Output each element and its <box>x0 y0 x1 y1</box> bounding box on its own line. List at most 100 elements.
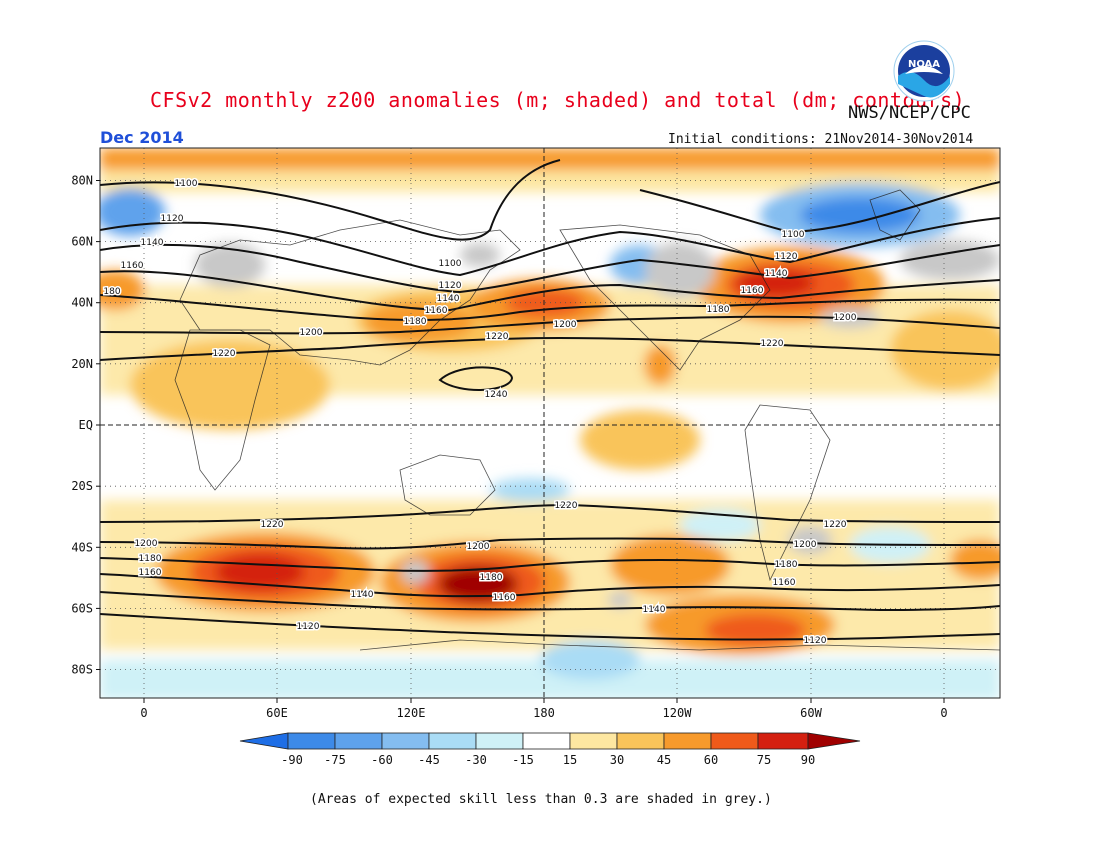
contour-label: 1120 <box>439 281 462 291</box>
contour-label: 1120 <box>297 622 320 632</box>
lat-tick-label: 20S <box>71 479 93 493</box>
lon-tick-label: 60W <box>800 706 822 720</box>
contour-1120-south <box>100 613 1000 641</box>
contour-label: 1220 <box>824 520 847 530</box>
contour-label: 1160 <box>773 578 796 588</box>
noaa-logo-text: NOAA <box>908 59 940 70</box>
colorbar-tick-label: -15 <box>512 753 534 767</box>
colorbar-tick-label: 60 <box>704 753 718 767</box>
initial-conditions-label: Initial conditions: 21Nov2014-30Nov2014 <box>668 132 974 147</box>
colorbar-tick-label: 15 <box>563 753 577 767</box>
contour-label: 1180 <box>404 317 427 327</box>
contour-label: 1160 <box>493 593 516 603</box>
noaa-logo: NOAA <box>893 40 955 102</box>
contour-label: 1220 <box>555 501 578 511</box>
contour-1100-eastern <box>100 159 561 241</box>
contour-label: 1200 <box>467 542 490 552</box>
contour-1140-south <box>100 591 1000 612</box>
contour-1200-south <box>100 537 1000 550</box>
coastlines <box>174 189 1000 651</box>
contour-label: 1120 <box>161 214 184 224</box>
contour-label: 1140 <box>351 590 374 600</box>
lon-tick-label: 0 <box>140 706 147 720</box>
colorbar-tick-labels: -90 -75 -60 -45 -30 -15 15 30 45 60 75 9… <box>281 753 815 767</box>
contour-1160-south <box>100 573 1000 598</box>
shaded-anomalies: 1100 1120 1140 1160 180 1100 1120 1140 1… <box>100 148 1000 698</box>
lon-tick-label: 120W <box>663 706 693 720</box>
colorbar-cell <box>522 732 571 750</box>
lat-tick-label: 80S <box>71 663 93 677</box>
colorbar-tick-label: -60 <box>371 753 393 767</box>
contour-1160 <box>100 270 1000 312</box>
colorbar-tick-label: -30 <box>465 753 487 767</box>
colorbar-tick-label: -45 <box>418 753 440 767</box>
contour-1180-south <box>100 557 1000 572</box>
contour-1220 <box>100 336 1000 361</box>
colorbar-cell <box>663 732 712 750</box>
contour-labels: 1100 1120 1140 1160 180 1100 1120 1140 1… <box>102 178 858 648</box>
contour-label: 1100 <box>782 230 805 240</box>
lat-tick-label: EQ <box>79 418 93 432</box>
colorbar-cell <box>334 732 383 750</box>
contour-label: 1180 <box>139 554 162 564</box>
lat-tick-label: 60S <box>71 601 93 615</box>
contour-label: 1180 <box>480 573 503 583</box>
contour-label: 1200 <box>554 320 577 330</box>
contour-1100-western <box>639 181 1000 234</box>
colorbar-tick-label: 75 <box>757 753 771 767</box>
contour-label: 1140 <box>141 238 164 248</box>
contour-1120 <box>100 217 1000 277</box>
contour-label: 1120 <box>804 636 827 646</box>
contour-label: 1160 <box>741 286 764 296</box>
contour-label: 1200 <box>834 313 857 323</box>
colorbar-cell <box>381 732 430 750</box>
lat-tick-label: 80N <box>71 174 93 188</box>
contour-label: 1160 <box>139 568 162 578</box>
lon-tick-label: 180 <box>533 706 555 720</box>
contour-label: 1220 <box>486 332 509 342</box>
contour-label: 1140 <box>643 605 666 615</box>
contour-1220-south <box>100 503 1000 523</box>
lat-tick-label: 40N <box>71 296 93 310</box>
colorbar-cell <box>757 732 809 750</box>
contour-label: 1140 <box>765 269 788 279</box>
colorbar-cell <box>475 732 524 750</box>
colorbar-cell <box>287 732 336 750</box>
contour-label: 1220 <box>261 520 284 530</box>
contour-label: 1180 <box>775 560 798 570</box>
lon-tick-label: 120E <box>397 706 426 720</box>
contour-label: 1100 <box>175 179 198 189</box>
valid-month-label: Dec 2014 <box>100 128 184 147</box>
colorbar-cell <box>807 732 861 750</box>
longitude-axis: 0 60E 120E 180 120W 60W 0 <box>140 706 947 720</box>
colorbar-tick-label: -90 <box>281 753 303 767</box>
lon-tick-label: 0 <box>940 706 947 720</box>
lon-tick-label: 60E <box>266 706 288 720</box>
contour-1200 <box>100 315 1000 335</box>
colorbar-cell <box>239 732 289 750</box>
contour-label: 180 <box>103 287 120 297</box>
contour-1180 <box>100 294 1000 321</box>
map-border <box>99 147 1001 699</box>
contour-label: 1100 <box>439 259 462 269</box>
agency-label: NWS/NCEP/CPC <box>848 103 971 123</box>
longitude-ticks <box>143 698 945 703</box>
contour-label: 1220 <box>761 339 784 349</box>
lat-tick-label: 60N <box>71 235 93 249</box>
contour-label: 1200 <box>794 540 817 550</box>
contour-label: 1140 <box>437 294 460 304</box>
contour-1140 <box>100 243 1000 294</box>
colorbar-cell <box>428 732 477 750</box>
contour-label: 1200 <box>300 328 323 338</box>
colorbar: -90 -75 -60 -45 -30 -15 15 30 45 60 75 9… <box>239 732 861 767</box>
contour-label: 1120 <box>775 252 798 262</box>
contour-label: 1240 <box>485 390 508 400</box>
colorbar-tick-label: 45 <box>657 753 671 767</box>
contour-label: 1180 <box>707 305 730 315</box>
lat-tick-label: 40S <box>71 540 93 554</box>
colorbar-tick-label: -75 <box>324 753 346 767</box>
latitude-axis: 80N 60N 40N 20N EQ 20S 40S 60S 80S <box>71 174 93 677</box>
colorbar-cell <box>616 732 665 750</box>
contour-label: 1160 <box>121 261 144 271</box>
